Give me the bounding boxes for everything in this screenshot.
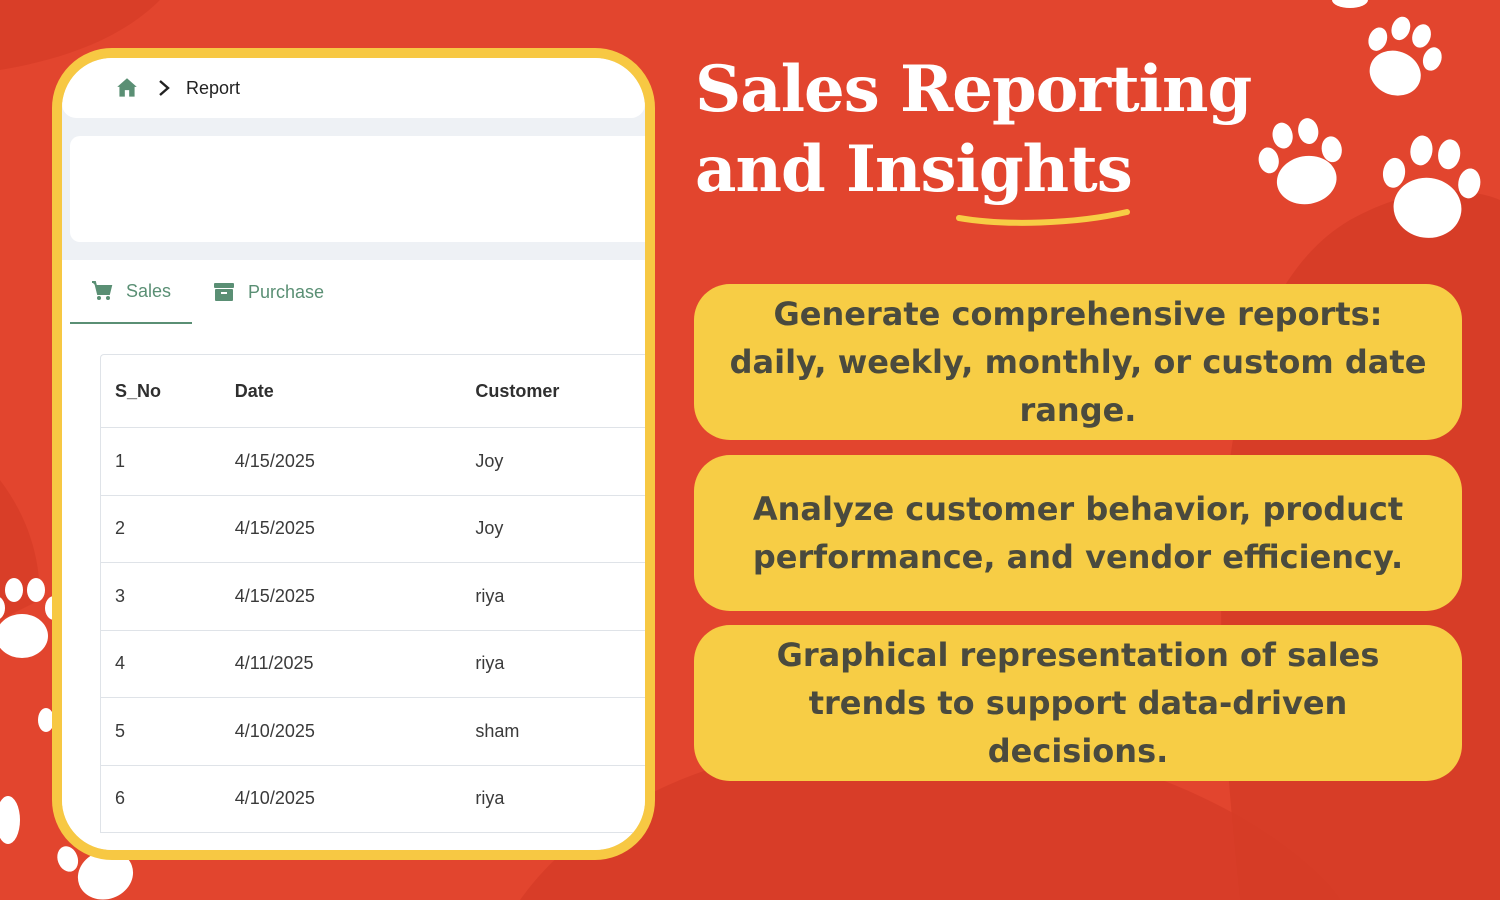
cell-date: 4/10/2025 [234,788,315,809]
feature-card-graphs: Graphical representation of sales trends… [694,625,1462,781]
table-row[interactable]: 5 4/10/2025 sham [101,698,645,766]
cart-icon [92,281,113,300]
home-icon[interactable] [114,75,140,101]
cell-customer: Joy [475,450,504,471]
headline: Sales Reporting and Insights [695,50,1395,210]
table-header-row: S_No Date Customer [101,355,645,428]
cell-sno: 2 [115,518,126,539]
tab-sales-label: Sales [126,280,172,301]
column-header-sno[interactable]: S_No [115,380,162,401]
tab-sales[interactable]: Sales [70,260,192,324]
cell-sno: 5 [115,720,126,741]
feature-text: Analyze customer behavior, product perfo… [752,490,1404,576]
cell-customer: Joy [475,518,504,539]
cell-sno: 3 [115,585,126,606]
report-content: Sales Purchase S_No Date Customer 1 4/15… [62,260,645,850]
paw-icon [1368,16,1442,96]
table-row[interactable]: 6 4/10/2025 riya [101,766,645,833]
cell-date: 4/10/2025 [234,720,315,741]
sales-table: S_No Date Customer 1 4/15/2025 Joy 2 4/1… [100,354,645,833]
cell-sno: 6 [115,788,126,809]
filter-panel [70,136,645,242]
table-row[interactable]: 2 4/15/2025 Joy [101,496,645,563]
cell-customer: riya [475,788,505,809]
breadcrumb-current[interactable]: Report [186,77,241,98]
table-row[interactable]: 4 4/11/2025 riya [101,631,645,698]
column-header-date[interactable]: Date [234,380,274,401]
paw-icon [1258,118,1342,205]
cell-date: 4/15/2025 [234,518,315,539]
tab-purchase-label: Purchase [248,281,325,302]
cell-customer: sham [475,720,520,741]
app-screenshot-card: Report Sales Purchase [52,48,655,860]
cell-sno: 1 [115,450,126,471]
paw-icon [1382,135,1481,238]
tab-purchase[interactable]: Purchase [192,260,344,324]
cell-date: 4/15/2025 [234,585,315,606]
cell-customer: riya [475,585,505,606]
cell-sno: 4 [115,653,126,674]
feature-text: Generate comprehensive reports: daily, w… [729,295,1427,429]
archive-icon [214,283,234,301]
report-tabs: Sales Purchase [70,260,344,324]
table-row[interactable]: 3 4/15/2025 riya [101,563,645,631]
table-row[interactable]: 1 4/15/2025 Joy [101,428,645,496]
headline-line-2: and Insights [695,132,1133,207]
cell-date: 4/15/2025 [234,450,315,471]
headline-line-1: Sales Reporting [695,52,1252,127]
feature-card-analysis: Analyze customer behavior, product perfo… [694,455,1462,611]
feature-card-reports: Generate comprehensive reports: daily, w… [694,284,1462,440]
cell-date: 4/11/2025 [234,653,314,674]
column-header-customer[interactable]: Customer [475,380,560,401]
chevron-right-icon [159,80,170,96]
headline-underline [956,209,1130,226]
cell-customer: riya [475,653,505,674]
breadcrumb: Report [62,58,645,118]
feature-text: Graphical representation of sales trends… [776,636,1380,770]
